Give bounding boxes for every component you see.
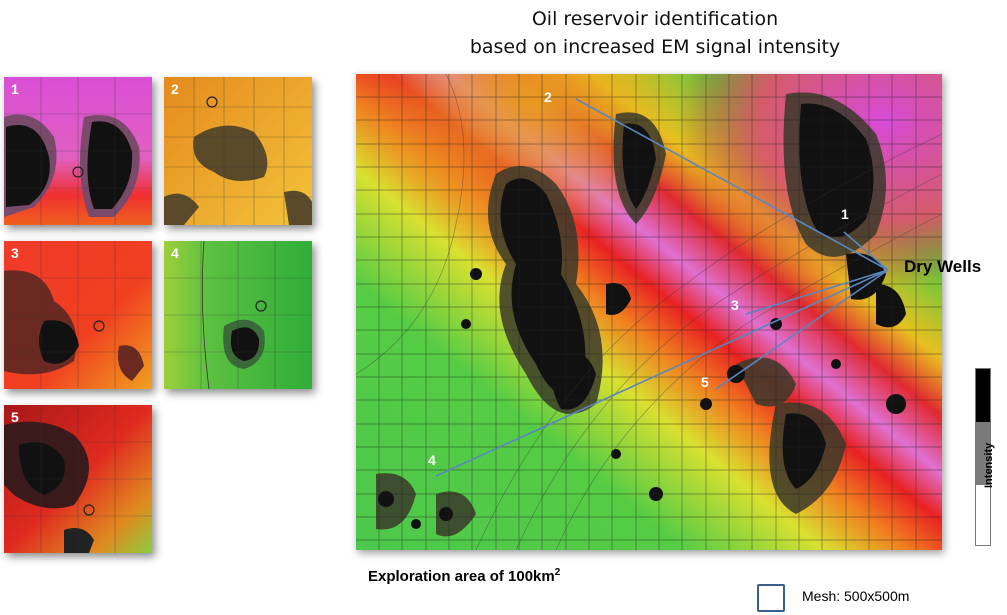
mesh-size-label: Mesh: 500x500m bbox=[802, 588, 910, 604]
mesh-size-swatch bbox=[757, 584, 785, 612]
intensity-map-svg bbox=[356, 74, 942, 550]
dry-wells-label: Dry Wells bbox=[904, 257, 982, 276]
map-well-2-label: 2 bbox=[544, 89, 552, 105]
area-caption-text: Exploration area of 100km bbox=[368, 568, 555, 585]
exploration-area-caption: Exploration area of 100km2 bbox=[368, 567, 560, 585]
line-well-2 bbox=[575, 98, 889, 271]
thumbnail-5-map bbox=[4, 405, 152, 553]
diagram-title-line-2: based on increased EM signal intensity bbox=[469, 36, 841, 58]
thumbnail-4-label: 4 bbox=[171, 245, 179, 261]
thumbnail-1: 1 bbox=[4, 77, 152, 225]
map-well-1-label: 1 bbox=[841, 206, 849, 222]
thumbnail-3-map bbox=[4, 241, 152, 389]
thumbnail-2-label: 2 bbox=[171, 81, 179, 97]
line-well-5 bbox=[715, 269, 889, 390]
thumbnail-4-map bbox=[164, 241, 312, 389]
well-connector-lines bbox=[435, 98, 889, 477]
line-well-3 bbox=[745, 269, 889, 315]
thumbnail-4: 4 bbox=[164, 241, 312, 389]
map-well-4-label: 4 bbox=[428, 452, 436, 468]
thumbnail-2-map bbox=[164, 77, 312, 225]
diagram-title-line-1: Oil reservoir identification bbox=[531, 8, 779, 30]
area-caption-superscript: 2 bbox=[554, 567, 561, 578]
thumbnail-3-label: 3 bbox=[11, 245, 19, 261]
thumbnail-2: 2 bbox=[164, 77, 312, 225]
thumbnail-5-label: 5 bbox=[11, 409, 19, 425]
thumbnail-3: 3 bbox=[4, 241, 152, 389]
line-well-4 bbox=[435, 269, 889, 477]
map-well-5-label: 5 bbox=[701, 374, 709, 390]
thumbnail-5: 5 bbox=[4, 405, 152, 553]
intensity-scale-bar bbox=[975, 368, 991, 546]
line-well-1 bbox=[843, 231, 889, 271]
exploration-map: 2 1 3 5 4 bbox=[356, 74, 942, 550]
thumbnail-1-map bbox=[4, 77, 152, 225]
intensity-scale-label: Intensity bbox=[983, 442, 995, 488]
thumbnail-1-label: 1 bbox=[11, 81, 19, 97]
map-well-3-label: 3 bbox=[731, 297, 739, 313]
